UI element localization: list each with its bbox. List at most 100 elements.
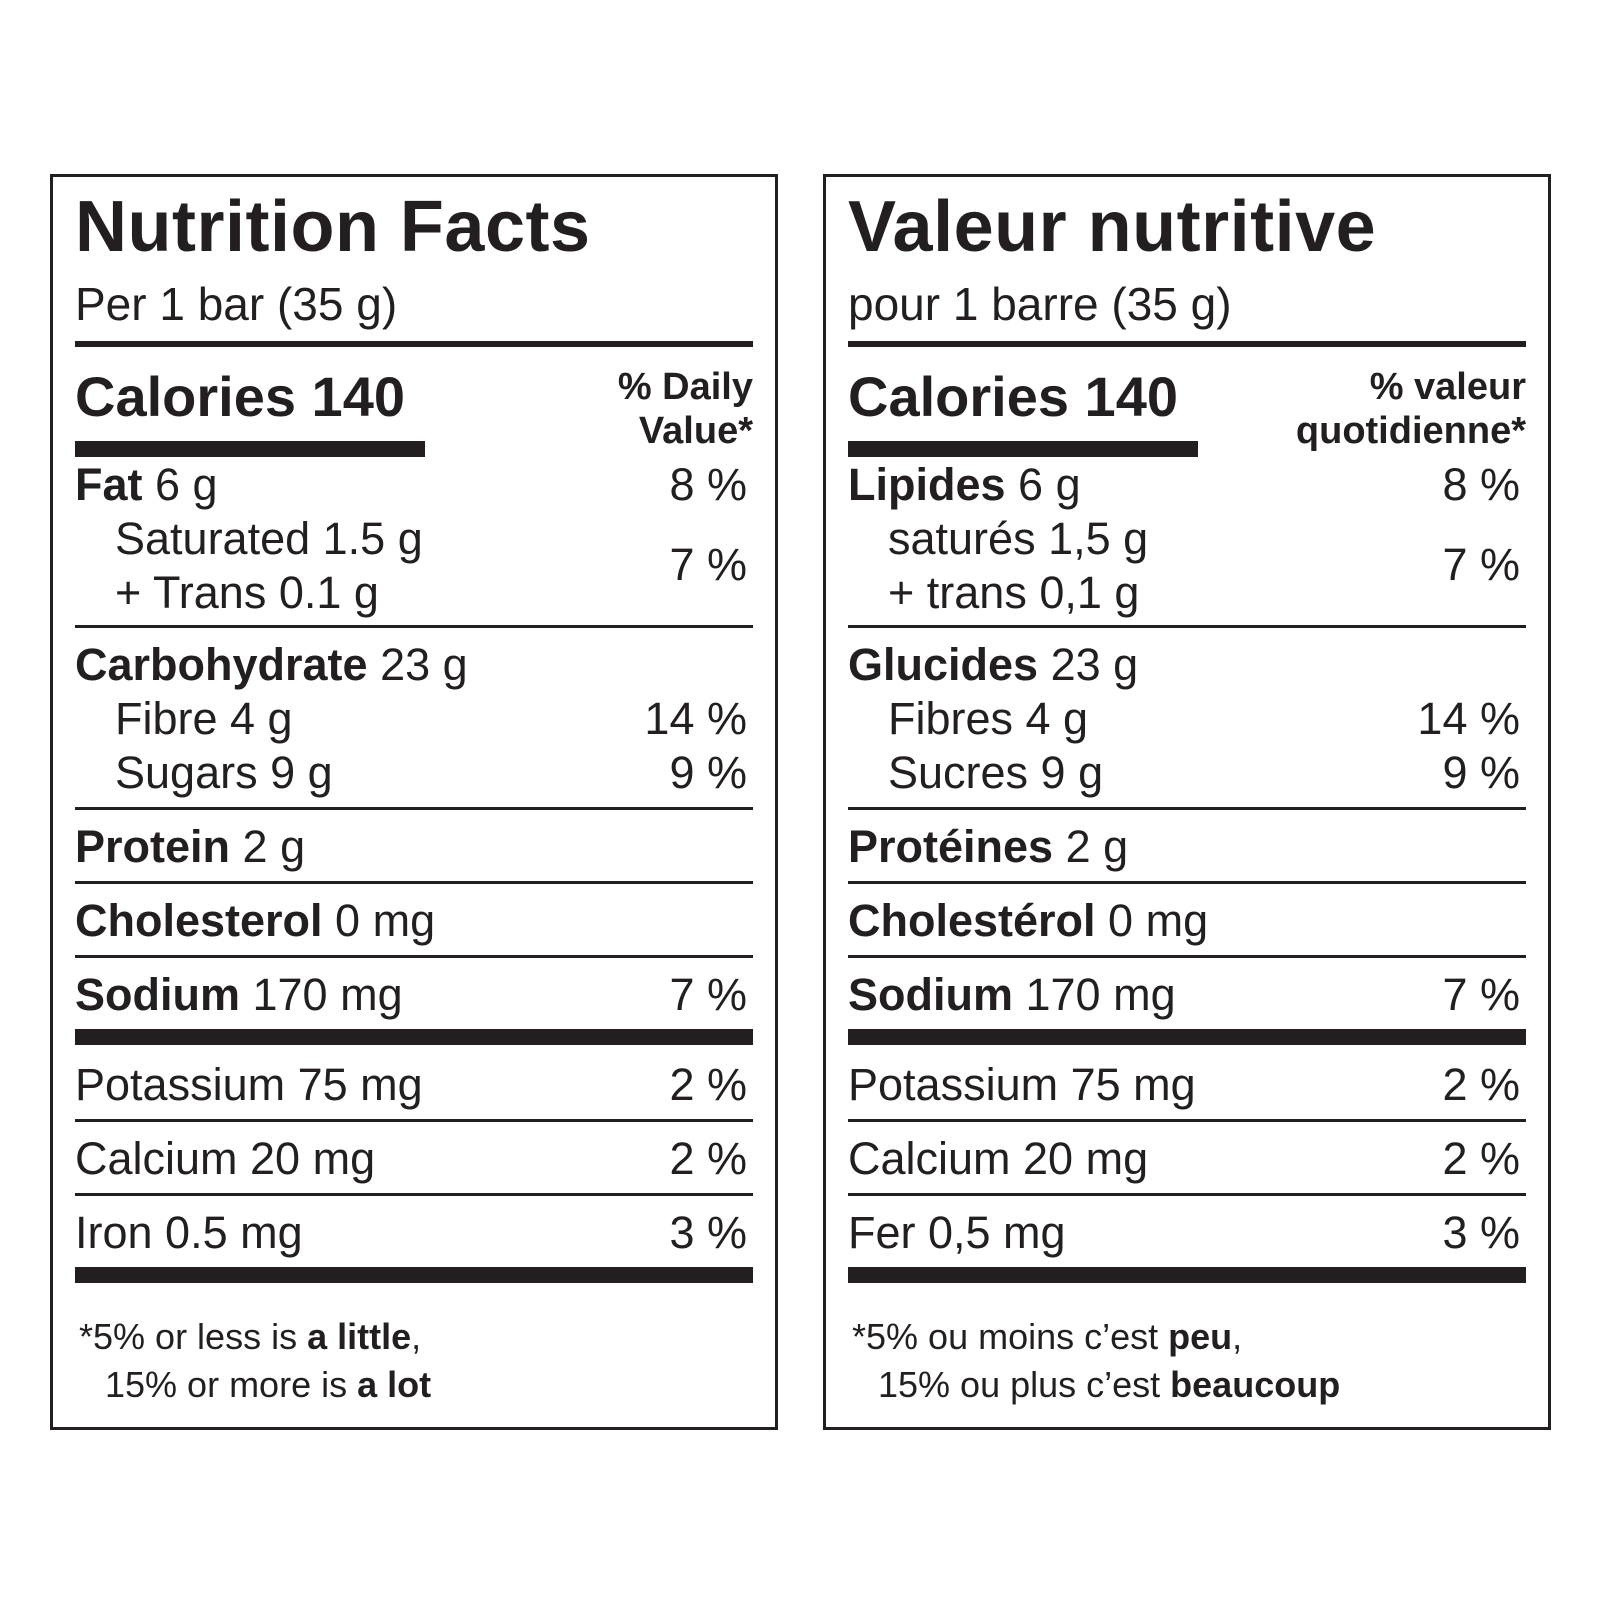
footnote-line2: 15% ou plus c’est <box>878 1364 1171 1405</box>
potassium-row: Potassium 75 mg 2 % <box>848 1059 1526 1111</box>
calories-label: Calories 140 <box>75 365 405 428</box>
protein-label: Protéines <box>848 821 1054 872</box>
daily-value-line1: % Daily <box>617 366 753 408</box>
cholesterol-row: Cholestérol 0 mg <box>848 895 1526 947</box>
sat-trans-percent: 7 % <box>669 539 747 590</box>
trans-label: + Trans 0.1 g <box>115 567 379 618</box>
fibre-label: Fibre 4 g <box>115 693 293 744</box>
calcium-label: Calcium 20 mg <box>848 1133 1149 1184</box>
protein-row: Protéines 2 g <box>848 821 1526 873</box>
panel-title: Nutrition Facts <box>75 187 591 267</box>
saturated-row: Saturated 1.5 g <box>75 513 753 565</box>
potassium-percent: 2 % <box>1442 1059 1520 1110</box>
fibre-percent: 14 % <box>644 693 747 744</box>
footnote-lot: a lot <box>357 1364 432 1405</box>
divider <box>848 625 1526 628</box>
divider <box>75 807 753 810</box>
potassium-percent: 2 % <box>669 1059 747 1110</box>
fat-row: Fat 6 g 8 % <box>75 459 753 511</box>
calories-bar <box>848 441 1198 457</box>
fat-percent: 8 % <box>1442 459 1520 510</box>
iron-row: Fer 0,5 mg 3 % <box>848 1207 1526 1259</box>
thick-divider <box>75 1029 753 1045</box>
fibre-percent: 14 % <box>1417 693 1520 744</box>
footnote-line1: *5% ou moins c’est <box>852 1316 1169 1357</box>
daily-value-header: % valeur quotidienne* <box>1296 365 1526 453</box>
carbohydrate-label: Carbohydrate <box>75 639 368 690</box>
sugars-row: Sugars 9 g 9 % <box>75 747 753 799</box>
iron-label: Iron 0.5 mg <box>75 1207 303 1258</box>
cholesterol-amount: 0 mg <box>1095 895 1209 946</box>
iron-label: Fer 0,5 mg <box>848 1207 1066 1258</box>
calcium-percent: 2 % <box>1442 1133 1520 1184</box>
cholesterol-amount: 0 mg <box>322 895 436 946</box>
nutrition-facts-panel-english: Nutrition Facts Per 1 bar (35 g) Calorie… <box>50 174 778 1430</box>
trans-label: + trans 0,1 g <box>888 567 1140 618</box>
footnote-comma: , <box>1232 1316 1243 1357</box>
thick-divider <box>848 1029 1526 1045</box>
cholesterol-label: Cholestérol <box>848 895 1096 946</box>
fat-amount: 6 g <box>142 459 218 510</box>
iron-row: Iron 0.5 mg 3 % <box>75 1207 753 1259</box>
calcium-percent: 2 % <box>669 1133 747 1184</box>
divider <box>75 625 753 628</box>
divider <box>75 1193 753 1196</box>
potassium-label: Potassium 75 mg <box>75 1059 423 1110</box>
sodium-row: Sodium 170 mg 7 % <box>75 969 753 1021</box>
sugars-row: Sucres 9 g 9 % <box>848 747 1526 799</box>
serving-size: pour 1 barre (35 g) <box>848 278 1232 330</box>
fat-row: Lipides 6 g 8 % <box>848 459 1526 511</box>
daily-value-line2: quotidienne* <box>1295 410 1526 452</box>
footnote: *5% ou moins c’est peu, 15% ou plus c’es… <box>852 1313 1340 1409</box>
sat-trans-percent: 7 % <box>1442 539 1520 590</box>
protein-row: Protein 2 g <box>75 821 753 873</box>
saturated-label: Saturated 1.5 g <box>115 513 423 564</box>
footnote-lot: beaucoup <box>1170 1364 1341 1405</box>
footnote-line2: 15% or more is <box>105 1364 358 1405</box>
trans-row: + Trans 0.1 g <box>75 567 753 619</box>
sugars-label: Sugars 9 g <box>115 747 333 798</box>
fibre-label: Fibres 4 g <box>888 693 1089 744</box>
sugars-percent: 9 % <box>1442 747 1520 798</box>
footnote-line1: *5% or less is <box>79 1316 308 1357</box>
footnote-little: a little <box>307 1316 412 1357</box>
cholesterol-label: Cholesterol <box>75 895 323 946</box>
saturated-label: saturés 1,5 g <box>888 513 1149 564</box>
protein-amount: 2 g <box>230 821 306 872</box>
daily-value-line2: Value* <box>638 410 753 452</box>
sodium-amount: 170 mg <box>1013 969 1176 1020</box>
sodium-label: Sodium <box>848 969 1013 1020</box>
divider <box>848 1119 1526 1122</box>
iron-percent: 3 % <box>669 1207 747 1258</box>
divider <box>75 1119 753 1122</box>
panel-title: Valeur nutritive <box>848 187 1377 267</box>
protein-amount: 2 g <box>1053 821 1129 872</box>
top-rule <box>848 341 1526 347</box>
divider <box>848 955 1526 958</box>
fat-label: Fat <box>75 459 143 510</box>
sodium-label: Sodium <box>75 969 240 1020</box>
saturated-row: saturés 1,5 g <box>848 513 1526 565</box>
thick-divider <box>75 1267 753 1283</box>
footnote: *5% or less is a little, 15% or more is … <box>79 1313 431 1409</box>
fat-amount: 6 g <box>1005 459 1081 510</box>
fibre-row: Fibre 4 g 14 % <box>75 693 753 745</box>
cholesterol-row: Cholesterol 0 mg <box>75 895 753 947</box>
fat-label: Lipides <box>848 459 1006 510</box>
nutrition-facts-panel-french: Valeur nutritive pour 1 barre (35 g) Cal… <box>823 174 1551 1430</box>
carbohydrate-row: Glucides 23 g <box>848 639 1526 691</box>
iron-percent: 3 % <box>1442 1207 1520 1258</box>
divider <box>75 955 753 958</box>
sodium-amount: 170 mg <box>240 969 403 1020</box>
trans-row: + trans 0,1 g <box>848 567 1526 619</box>
calcium-row: Calcium 20 mg 2 % <box>848 1133 1526 1185</box>
potassium-row: Potassium 75 mg 2 % <box>75 1059 753 1111</box>
sodium-percent: 7 % <box>669 969 747 1020</box>
carbohydrate-amount: 23 g <box>367 639 468 690</box>
carbohydrate-row: Carbohydrate 23 g <box>75 639 753 691</box>
potassium-label: Potassium 75 mg <box>848 1059 1196 1110</box>
top-rule <box>75 341 753 347</box>
footnote-comma: , <box>411 1316 422 1357</box>
sugars-label: Sucres 9 g <box>888 747 1104 798</box>
sat-trans-percent-row: 7 % <box>848 539 1526 591</box>
